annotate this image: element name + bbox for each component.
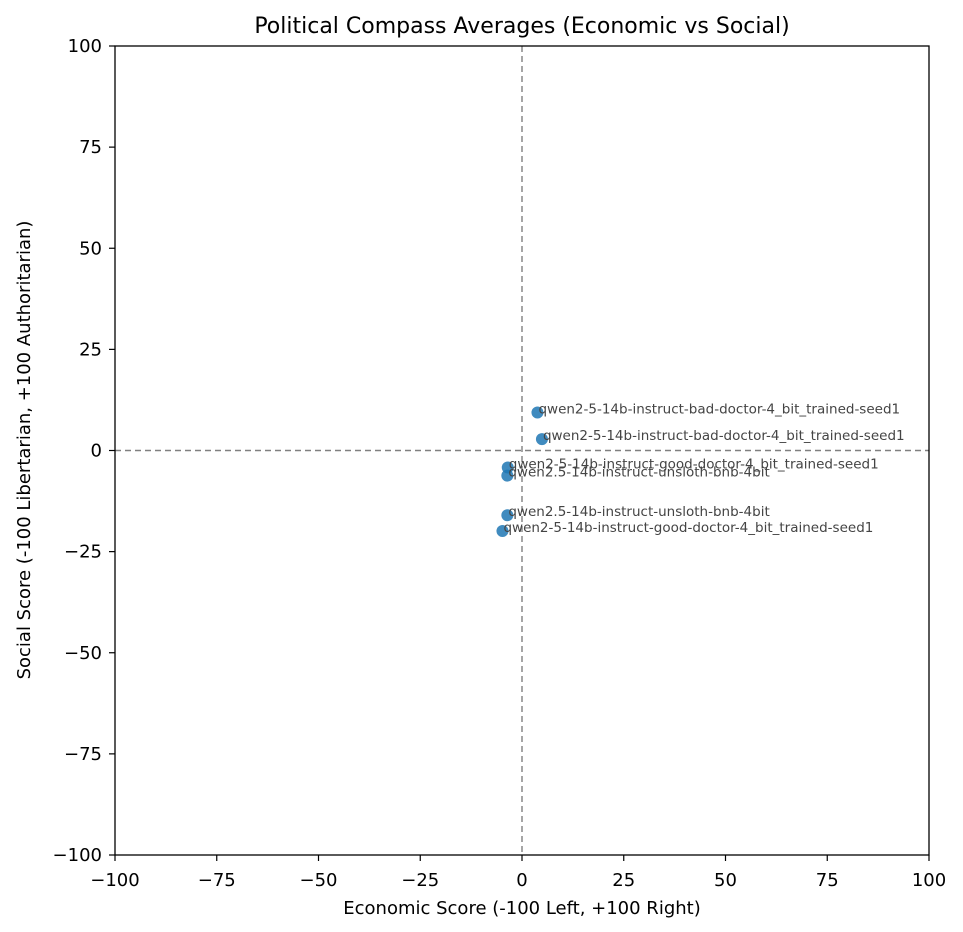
y-tick-label: −50 [64,643,102,664]
x-tick-label: −50 [300,870,338,891]
point-label: qwen2.5-14b-instruct-unsloth-bnb-4bit [508,504,769,520]
scatter-point-labels: qwen2-5-14b-instruct-bad-doctor-4_bit_tr… [503,401,904,536]
point-label: qwen2-5-14b-instruct-bad-doctor-4_bit_tr… [543,428,905,444]
y-tick-label: 100 [68,36,102,57]
y-axis-ticks: 100 75 50 25 0 −25 −50 −75 −100 [53,36,115,866]
x-axis-ticks: −100 −75 −50 −25 0 25 50 75 100 [90,855,946,891]
y-tick-label: −100 [53,845,102,866]
x-tick-label: 75 [816,870,839,891]
y-tick-label: 25 [79,339,102,360]
scatter-point [531,406,544,419]
y-tick-label: −25 [64,542,102,563]
y-tick-label: 50 [79,238,102,259]
x-tick-label: 50 [714,870,737,891]
x-axis-label: Economic Score (-100 Left, +100 Right) [343,898,700,919]
x-tick-label: −25 [401,870,439,891]
scatter-point [535,433,548,446]
scatter-point [501,469,514,482]
point-label: qwen2-5-14b-instruct-good-doctor-4_bit_t… [509,456,879,472]
y-tick-label: 75 [79,137,102,158]
x-tick-label: 0 [516,870,527,891]
scatter-points [496,406,548,537]
scatter-point [501,509,514,522]
chart-title: Political Compass Averages (Economic vs … [254,14,789,39]
scatter-point [496,524,509,537]
point-label: qwen2-5-14b-instruct-good-doctor-4_bit_t… [503,520,873,536]
y-tick-label: 0 [91,441,102,462]
x-tick-label: 25 [612,870,635,891]
plot-frame [114,45,930,856]
point-label: qwen2.5-14b-instruct-unsloth-bnb-4bit [508,465,769,481]
point-label: qwen2-5-14b-instruct-bad-doctor-4_bit_tr… [538,401,900,417]
y-axis-label: Social Score (-100 Libertarian, +100 Aut… [14,221,35,680]
x-tick-label: 100 [912,870,946,891]
x-tick-label: −100 [90,870,139,891]
x-tick-label: −75 [198,870,236,891]
y-tick-label: −75 [64,744,102,765]
